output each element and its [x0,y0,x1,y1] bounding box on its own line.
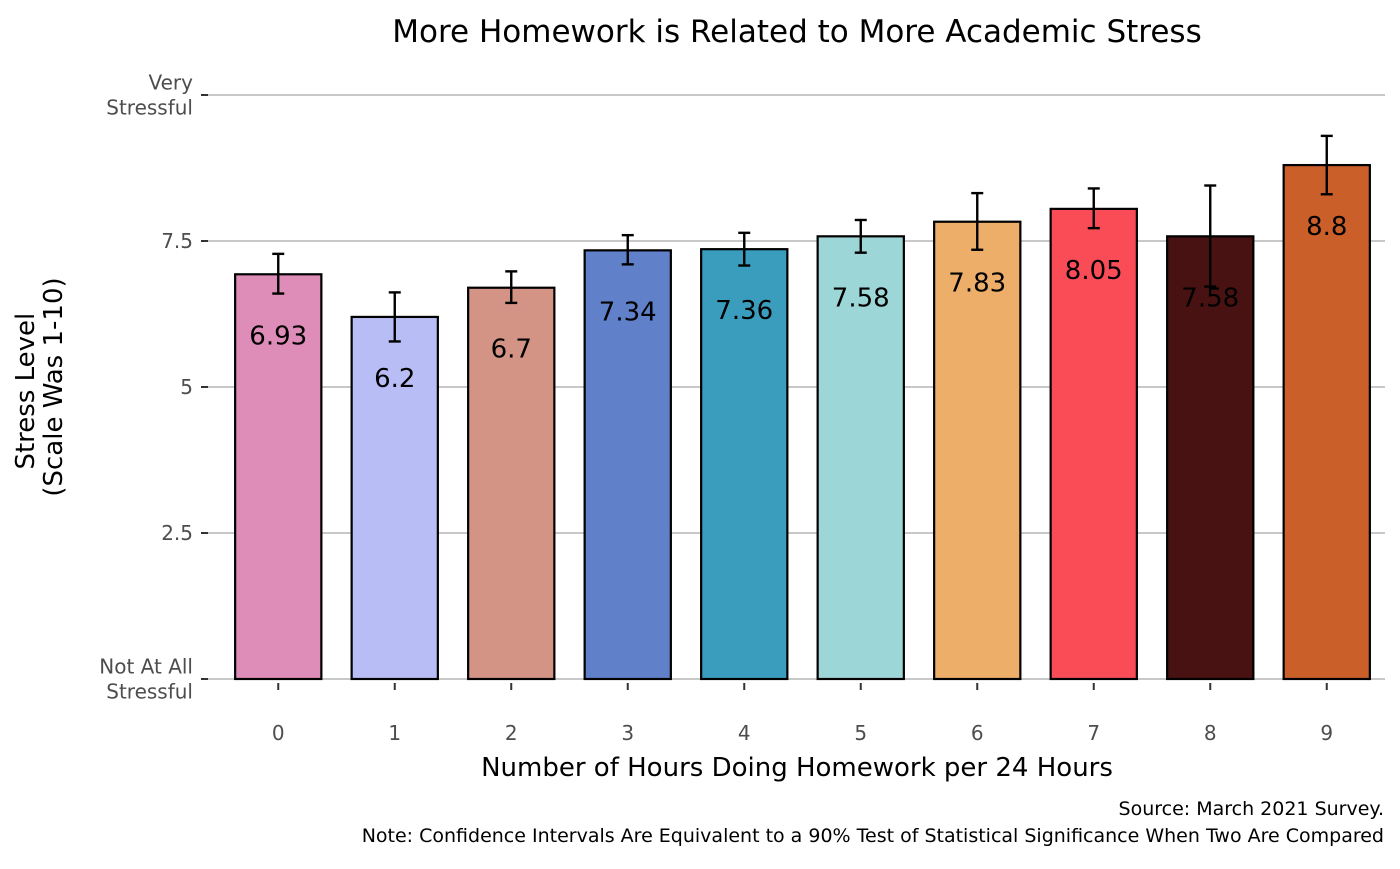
bars [234,163,1371,681]
error-bar-5 [854,218,867,254]
value-label-9: 8.8 [1306,212,1347,242]
y-tick-label-4-line-0: Very [149,71,194,95]
y-tick-label-2-line-0: 5 [180,375,193,399]
value-label-1: 6.2 [374,364,415,394]
y-tick-label-4: Very Stressful [106,71,193,120]
y-axis-title-line2: (Scale Was 1-10) [39,277,69,496]
x-tick-label-5: 5 [854,721,867,745]
bar-9 [1282,163,1371,681]
y-axis-title: Stress Level (Scale Was 1-10) [11,277,69,496]
value-label-6: 7.83 [948,269,1006,299]
caption-source: Source: March 2021 Survey. [1119,798,1384,820]
x-axis-title: Number of Hours Doing Homework per 24 Ho… [481,753,1113,783]
error-bar-3 [621,233,634,266]
error-bar-1 [388,291,401,343]
value-label-2: 6.7 [491,335,532,365]
chart-title: More Homework is Related to More Academi… [392,14,1201,50]
x-tick-label-6: 6 [971,721,984,745]
value-label-8: 7.58 [1181,283,1239,313]
error-bar-4 [738,231,751,267]
error-bar-9 [1320,134,1333,196]
x-tick-label-8: 8 [1204,721,1217,745]
y-tick-label-2: 5 [180,375,193,399]
bar-0 [234,273,323,681]
y-tick-label-4-line-1: Stressful [106,96,193,120]
y-tick-label-3-line-0: 7.5 [161,229,193,253]
x-axis: 0 1 2 3 4 5 6 7 8 9 [272,683,1333,745]
bar-8 [1166,235,1255,681]
error-bar-8 [1204,184,1217,288]
y-tick-label-1: 2.5 [161,521,193,545]
value-label-7: 8.05 [1065,256,1123,286]
x-tick-label-9: 9 [1320,721,1333,745]
bar-7 [1049,207,1138,681]
y-tick-label-0: Not At All Stressful [99,655,193,704]
x-tick-label-1: 1 [388,721,401,745]
x-tick-label-7: 7 [1087,721,1100,745]
x-tick-label-3: 3 [621,721,634,745]
value-label-5: 7.58 [832,283,890,313]
value-labels: 6.93 6.2 6.7 7.34 7.36 7.58 7.83 8.05 7.58 8.8 [249,212,1347,394]
value-label-0: 6.93 [249,321,307,351]
error-bar-6 [971,191,984,251]
error-bar-2 [505,270,518,305]
caption-note: Note: Confidence Intervals Are Equivalen… [362,825,1384,847]
error-bar-7 [1087,187,1100,230]
y-axis-title-line1: Stress Level [11,313,41,470]
error-bars [272,134,1333,343]
value-label-4: 7.36 [715,296,773,326]
x-tick-label-4: 4 [738,721,751,745]
x-tick-label-0: 0 [272,721,285,745]
bar-1 [350,315,439,681]
error-bar-0 [272,252,285,295]
y-tick-label-1-line-0: 2.5 [161,521,193,545]
bar-6 [933,220,1022,681]
x-tick-label-2: 2 [505,721,518,745]
value-label-3: 7.34 [599,297,657,327]
y-tick-label-3: 7.5 [161,229,193,253]
y-tick-label-0-line-1: Stressful [106,680,193,704]
y-tick-label-0-line-0: Not At All [99,655,193,679]
